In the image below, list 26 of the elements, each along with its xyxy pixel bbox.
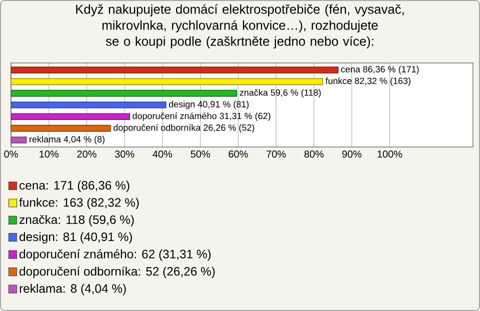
legend-label: značka: 118 (59,6 %) <box>20 214 134 226</box>
x-tick-label: 100% <box>378 150 402 158</box>
data-label: cena 86,36 % (171) <box>341 66 419 74</box>
chart-title: Když nakupujete domácí elektrospotřebiče (fén, vysavač, mikrovlnka, rychlovarná konvice…), rozhodujete se o koupi podle (zaškrtněte jedno nebo více): <box>76 4 404 48</box>
data-label: funkce 82,32 % (163) <box>326 77 410 86</box>
legend-label: funkce: 163 (82,32 %) <box>19 198 139 210</box>
legend-label: cena: 171 (86,36 %) <box>20 180 130 192</box>
x-tick-label: 10% <box>40 150 59 158</box>
x-tick-label: 80% <box>304 150 324 158</box>
x-tick-label: 30% <box>114 150 134 158</box>
x-tick-label: 20% <box>77 150 96 158</box>
data-label: doporučení odborníka 26,26 % (52) <box>114 124 254 133</box>
x-tick-label: 40% <box>152 150 172 158</box>
x-tick-label: 70% <box>266 150 286 158</box>
data-label: design 40,91 % (81) <box>169 100 249 110</box>
legend-label: reklama: 8 (4,04 %) <box>20 284 126 296</box>
data-label: reklama 4,04 % (8) <box>30 136 104 144</box>
x-tick-label: 90% <box>342 150 362 158</box>
data-label: značka 59,6 % (118) <box>240 89 321 98</box>
legend-label: design: 81 (40,91 %) <box>20 232 132 244</box>
legend-label: doporučení známého: 62 (31,31 %) <box>20 249 211 261</box>
x-tick-label: 50% <box>190 150 210 158</box>
x-tick-label: 0% <box>4 150 18 158</box>
data-label: doporučení známého 31,31 % (62) <box>132 112 270 121</box>
x-tick-label: 60% <box>228 150 248 158</box>
legend-label: doporučení odborníka: 52 (26,26 %) <box>20 266 215 278</box>
